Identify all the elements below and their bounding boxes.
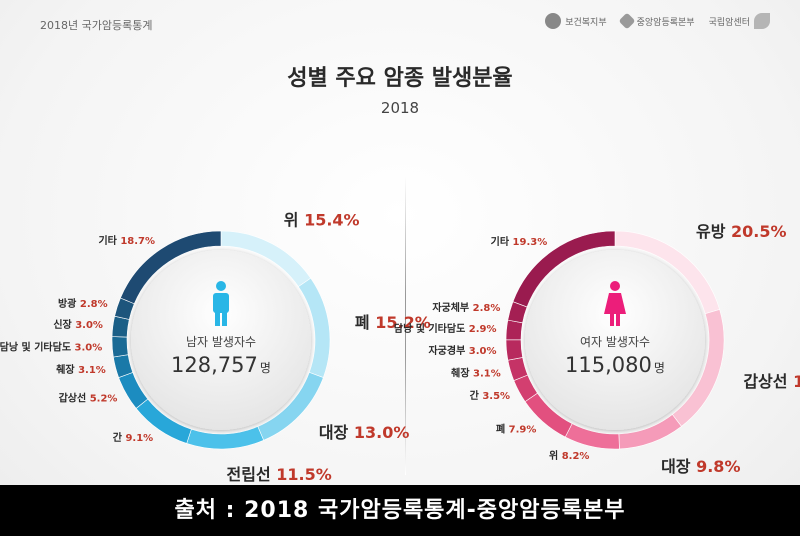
chart-subtitle: 2018 [380, 99, 420, 117]
female-slice-label-1: 갑상선 19.1% [743, 371, 800, 390]
chart-title: 성별 주요 암종 발생분율 [287, 66, 513, 91]
female-person-icon [604, 281, 626, 326]
header-title: 2018년 국가암등록통계 [40, 19, 153, 32]
male-slice-label-3: 전립선 11.5% [227, 464, 332, 483]
ministry-logo-label: 보건복지부 [565, 17, 607, 28]
registry-logo-label: 중앙암등록본부 [636, 17, 695, 28]
female-slice-label-10: 기타 19.3% [491, 235, 548, 248]
female-slice-10 [512, 230, 616, 308]
male-slice-label-2: 대장 13.0% [319, 423, 410, 442]
cancer-center-logo-icon [754, 13, 770, 29]
male-slice-label-6: 췌장 3.1% [56, 363, 106, 376]
registry-logo: 중앙암등록본부 [618, 12, 695, 30]
source-footer: 출처 : 2018 국가암등록통계-중앙암등록본부 [0, 485, 800, 536]
male-slice-label-4: 간 9.1% [113, 431, 153, 444]
female-center-disk [525, 250, 705, 430]
female-slice-label-3: 위 8.2% [549, 449, 589, 462]
cancer-center-logo: 국립암센터 [709, 13, 770, 29]
male-slice-label-10: 기타 18.7% [98, 234, 155, 247]
male-center-value: 128,757 명 [171, 353, 271, 377]
male-slice-8 [111, 315, 130, 338]
male-slice-label-0: 위 15.4% [284, 210, 360, 229]
male-person-icon [213, 281, 229, 326]
male-slice-label-7: 담낭 및 기타담도 3.0% [0, 340, 102, 353]
female-slice-label-6: 췌장 3.1% [451, 366, 501, 379]
female-slice-8 [505, 319, 523, 341]
cancer-center-logo-label: 국립암센터 [708, 17, 750, 28]
male-slice-label-5: 갑상선 5.2% [59, 392, 118, 405]
female-slice-label-9: 자궁체부 2.8% [432, 301, 500, 314]
female-slice-label-4: 폐 7.9% [496, 422, 536, 435]
female-slice-label-8: 담낭 및 기타담도 2.9% [394, 322, 497, 335]
female-center-value: 115,080 명 [565, 353, 665, 377]
logo-bar: 보건복지부 중앙암등록본부 국립암센터 [545, 12, 770, 30]
male-slice-7 [111, 336, 129, 358]
female-slice-label-7: 자궁경부 3.0% [428, 344, 496, 357]
male-slice-label-9: 방광 2.8% [58, 297, 108, 310]
female-slice-label-5: 간 3.5% [470, 389, 510, 402]
chart-divider [405, 175, 406, 475]
male-center-label: 남자 발생자수 [186, 335, 256, 349]
male-slice-label-8: 신장 3.0% [53, 318, 103, 331]
male-center-disk [131, 250, 311, 430]
male-donut-chart: 위 15.4% 폐 15.2% 대장 13.0% 전립선 11.5% 간 9.1% 갑상선… [0, 210, 431, 483]
female-center-label: 여자 발생자수 [580, 335, 650, 349]
female-donut-chart: 유방 20.5% 갑상선 19.1% 대장 9.8% 위 8.2% 폐 7.9% 간 3.… [394, 221, 800, 475]
ministry-logo: 보건복지부 [545, 13, 607, 29]
ministry-logo-icon [545, 13, 562, 29]
female-slice-label-0: 유방 20.5% [696, 221, 787, 240]
male-slice-10 [120, 230, 222, 305]
female-slice-label-2: 대장 9.8% [661, 456, 740, 475]
female-slice-7 [505, 339, 523, 361]
male-slice-label-1: 폐 15.2% [355, 313, 431, 332]
